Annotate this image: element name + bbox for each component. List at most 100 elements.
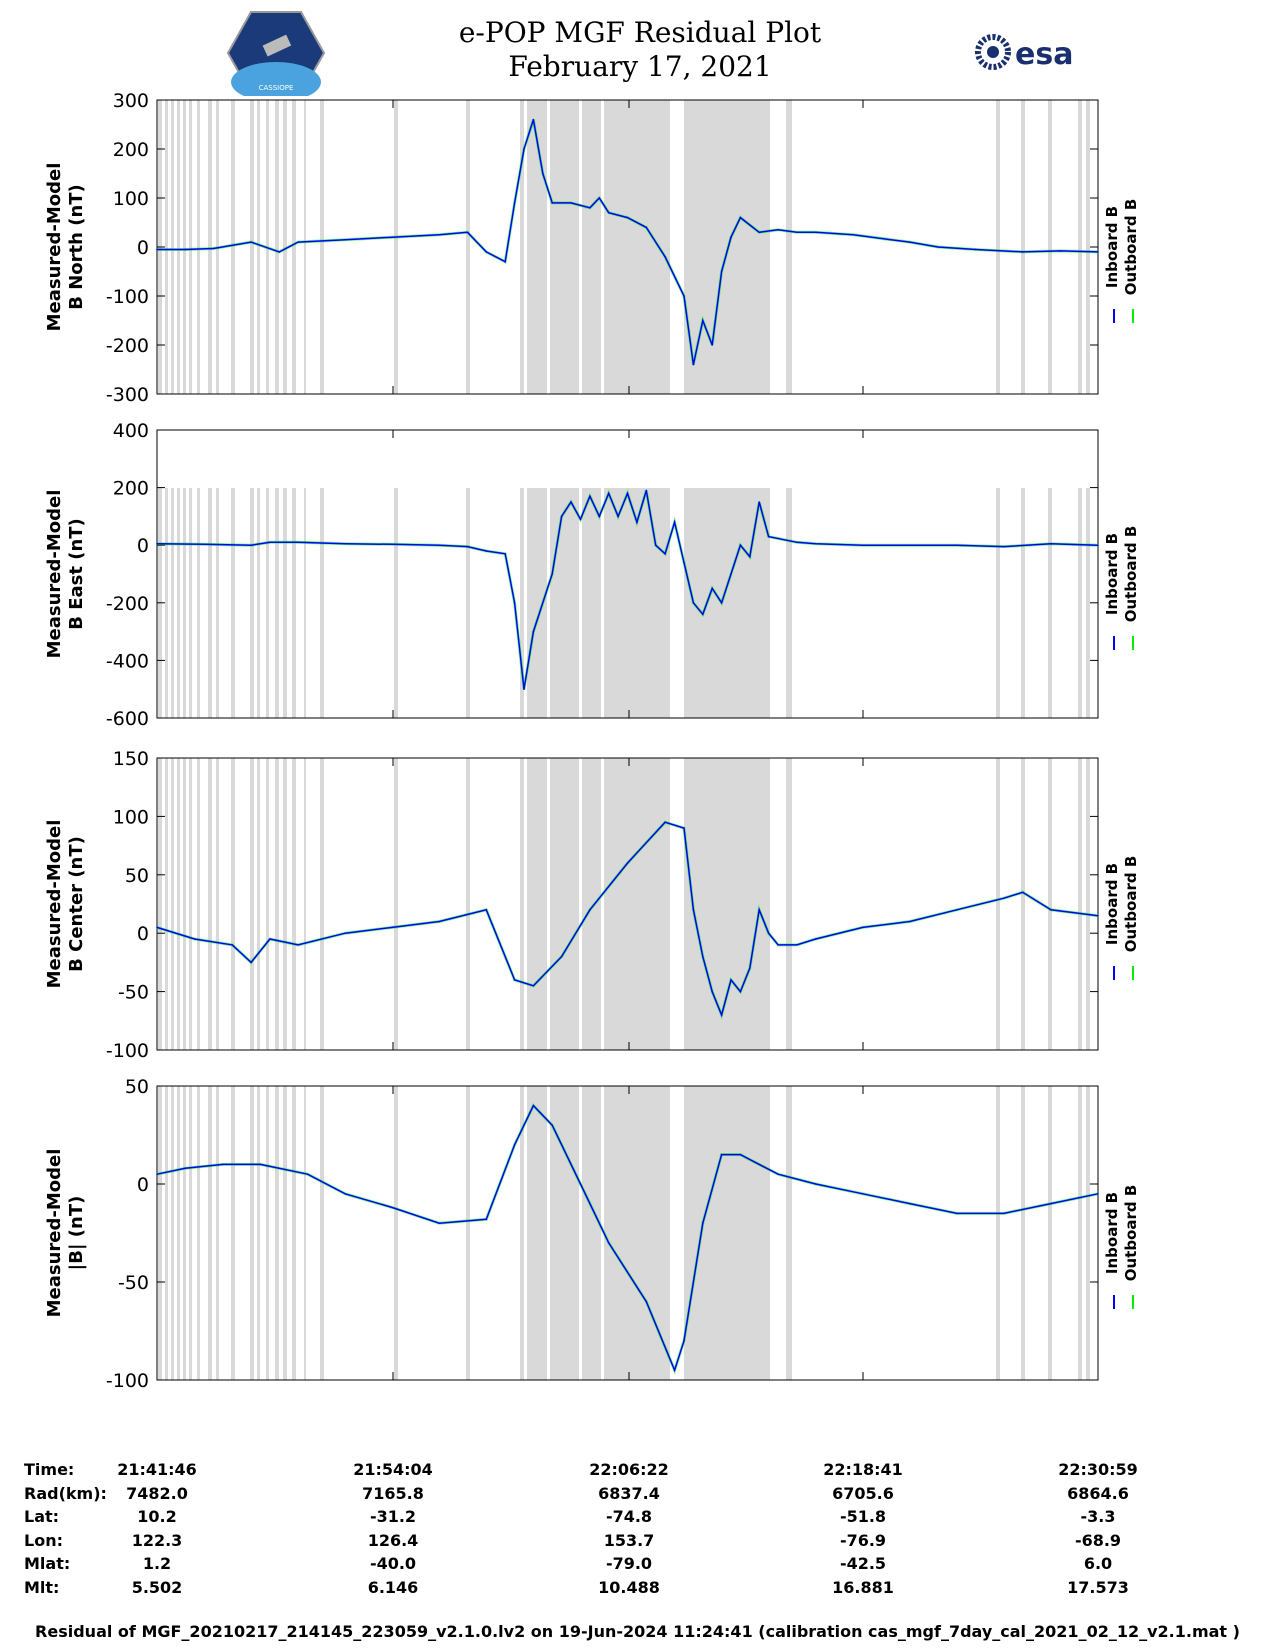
- data-point: [156, 926, 158, 929]
- inboard-series-line: [156, 490, 1099, 690]
- data-point: [504, 553, 506, 555]
- data-point: [250, 241, 252, 243]
- data-point: [1003, 545, 1005, 548]
- shade-region: [197, 758, 200, 1050]
- shade-gap: [579, 488, 582, 718]
- y-tick-label: 300: [113, 90, 149, 112]
- shade-region: [171, 100, 174, 394]
- data-point: [673, 1369, 676, 1371]
- data-point: [579, 1183, 582, 1185]
- ephemeris-value: 6705.6: [832, 1483, 894, 1503]
- data-point: [250, 544, 252, 546]
- data-point: [692, 909, 695, 911]
- data-point: [485, 1218, 488, 1221]
- shade-region: [183, 1086, 186, 1380]
- data-point: [711, 587, 713, 590]
- shade-region: [189, 488, 192, 718]
- y-tick-label: -50: [118, 1272, 149, 1294]
- shade-region: [1021, 100, 1025, 394]
- y-tick-label: 50: [125, 865, 149, 887]
- shade-region: [996, 1086, 1000, 1380]
- ephemeris-value: 17.573: [1067, 1577, 1129, 1597]
- data-point: [777, 1173, 779, 1175]
- shade-region: [231, 488, 235, 718]
- data-point: [720, 1153, 723, 1156]
- shade-region: [216, 488, 219, 718]
- y-axis-label-line: B North (nT): [66, 184, 87, 310]
- data-point: [579, 518, 582, 521]
- legend-labels: Inboard BOutboard B: [1103, 199, 1140, 296]
- shade-region: [304, 488, 306, 718]
- y-tick-label: -50: [118, 982, 149, 1004]
- shade-region: [189, 1086, 192, 1380]
- shade-region: [171, 758, 174, 1050]
- shade-region: [1078, 488, 1082, 718]
- shade-region: [257, 758, 260, 1050]
- panel-1: 300 200 100 0 -100 -200 -300 Measured-ModelB No…: [44, 90, 1140, 406]
- shade-region: [394, 758, 398, 1050]
- shade-region: [208, 1086, 212, 1380]
- data-point: [532, 118, 535, 121]
- y-tick-label: -100: [106, 1040, 149, 1062]
- data-point: [297, 241, 299, 243]
- data-point: [203, 543, 205, 546]
- shade-region: [177, 488, 180, 718]
- shade-region: [183, 488, 186, 718]
- ephemeris-row: Lon: 122.3 126.4 153.7 -76.9 -68.9: [0, 1531, 1275, 1555]
- shade-region: [1086, 1086, 1090, 1380]
- data-point: [1097, 1193, 1099, 1195]
- plot-title: e-POP MGF Residual Plot: [458, 16, 822, 49]
- data-point: [1003, 1212, 1005, 1215]
- data-point: [391, 543, 394, 546]
- data-point: [231, 944, 234, 946]
- data-point: [532, 984, 535, 987]
- y-tick-label: 0: [137, 237, 149, 259]
- data-point: [344, 542, 347, 545]
- y-axis-label-line: B Center (nT): [66, 836, 87, 972]
- ephemeris-row: Rad(km): 7482.0 7165.8 6837.4 6705.6 6864.6: [0, 1484, 1275, 1508]
- shade-gap: [547, 488, 550, 718]
- y-tick-label: 50: [125, 1076, 149, 1098]
- data-point: [701, 613, 704, 616]
- legend-entry: Inboard B: [1103, 863, 1121, 945]
- axes-frame: [156, 757, 1099, 1051]
- data-point: [739, 544, 742, 546]
- legend-labels: Inboard BOutboard B: [1103, 856, 1140, 953]
- data-point: [739, 990, 742, 993]
- y-axis-label: Measured-ModelB East (nT): [44, 490, 87, 659]
- data-point: [956, 909, 958, 911]
- shade-region: [684, 1086, 770, 1380]
- data-point: [551, 573, 554, 575]
- data-point: [532, 1104, 535, 1107]
- data-point: [814, 938, 817, 940]
- shade-region: [231, 758, 235, 1050]
- data-point: [909, 1202, 911, 1205]
- shade-region: [177, 100, 180, 394]
- y-axis-label-line: Measured-Model: [44, 1149, 65, 1318]
- shade-region: [304, 758, 306, 1050]
- shade-region: [171, 1086, 174, 1380]
- shade-region: [527, 100, 670, 394]
- shade-region: [684, 758, 770, 1050]
- data-point: [391, 1206, 394, 1209]
- shade-region: [394, 100, 398, 394]
- ephemeris-row: Mlat: 1.2 -40.0 -79.0 -42.5 6.0: [0, 1554, 1275, 1578]
- data-point: [645, 226, 648, 229]
- cassiope-logo: CASSIOPE: [226, 11, 326, 96]
- data-point: [1003, 897, 1005, 899]
- cassiope-logo-text: CASSIOPE: [259, 84, 294, 92]
- shade-region: [1086, 758, 1090, 1050]
- legend-entry: Outboard B: [1122, 526, 1140, 623]
- data-point: [560, 515, 563, 518]
- legend-labels: Inboard BOutboard B: [1103, 526, 1140, 623]
- data-point: [306, 1173, 309, 1175]
- data-point: [645, 489, 648, 492]
- shade-region: [1048, 100, 1052, 394]
- shade-region: [1021, 758, 1025, 1050]
- shade-region: [527, 488, 670, 718]
- data-point: [654, 544, 657, 546]
- ephemeris-row: Time: 21:41:46 21:54:04 22:06:22 22:18:41 22:…: [0, 1460, 1275, 1484]
- data-point: [909, 241, 911, 243]
- data-point: [607, 211, 610, 214]
- data-point: [909, 544, 911, 546]
